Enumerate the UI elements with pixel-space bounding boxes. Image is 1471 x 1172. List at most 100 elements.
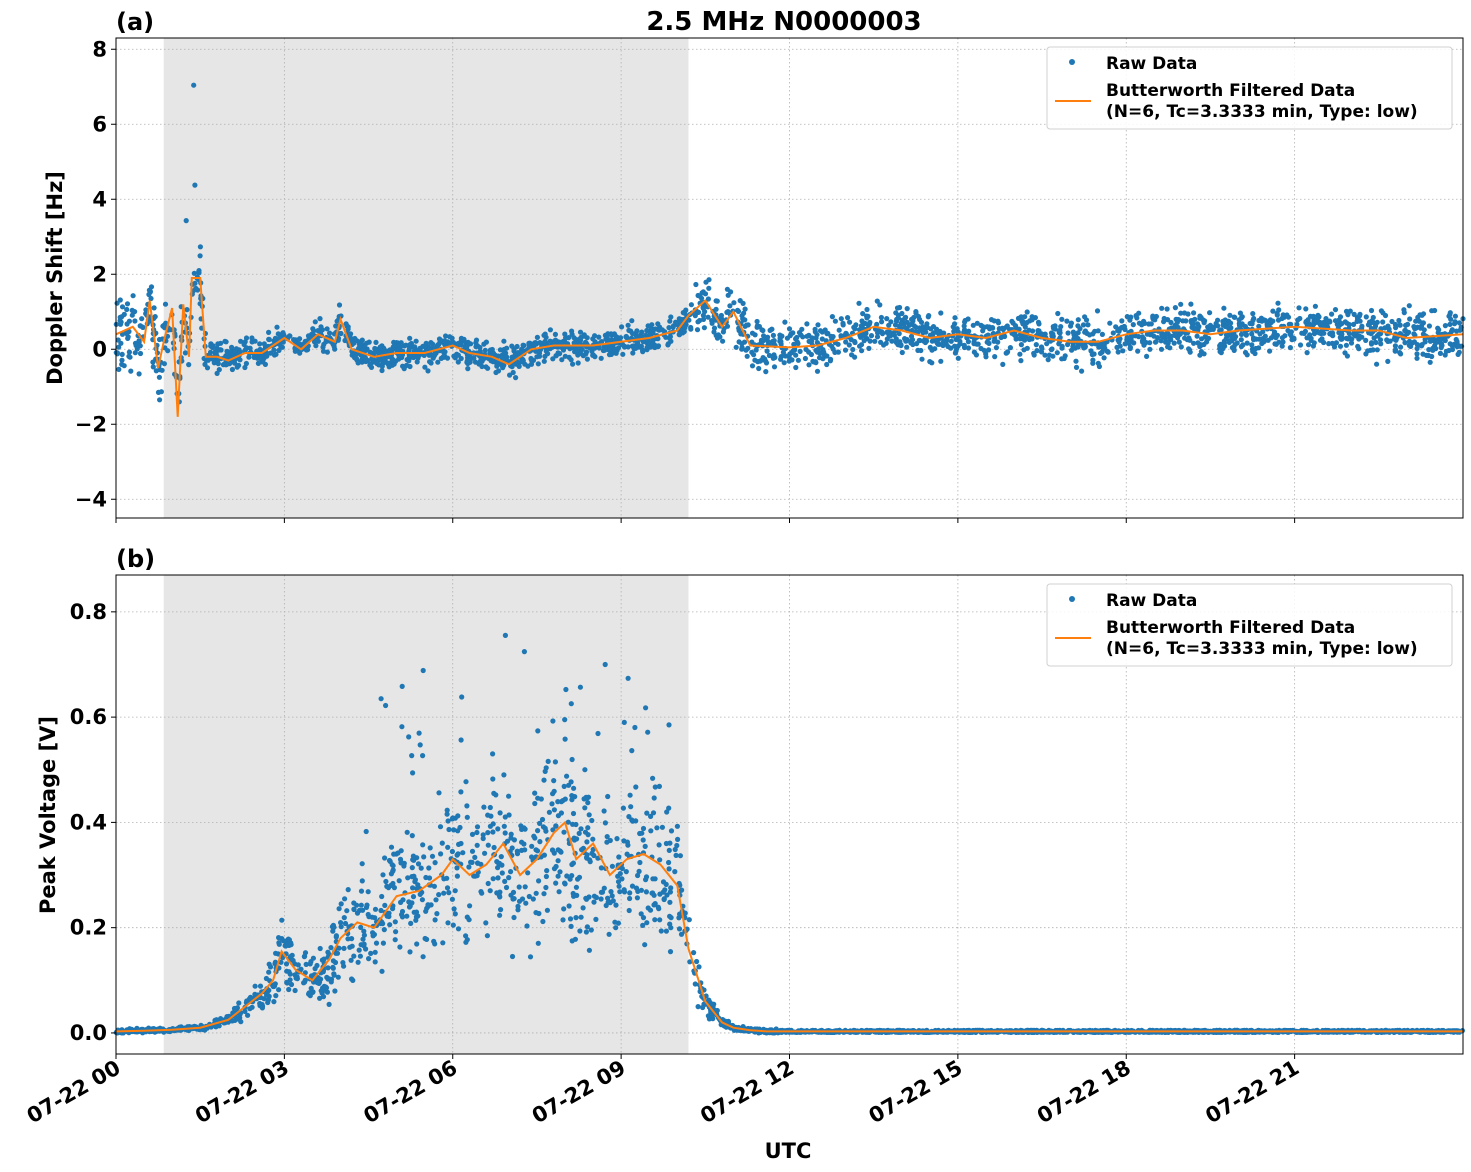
- raw-data-point: [602, 347, 608, 353]
- raw-data-point: [496, 861, 502, 867]
- raw-data-point: [1238, 331, 1245, 337]
- raw-data-point: [1273, 335, 1279, 341]
- raw-data-point: [778, 338, 784, 345]
- raw-data-point: [586, 812, 592, 818]
- raw-data-point: [1432, 307, 1438, 314]
- raw-data-point: [213, 350, 219, 357]
- raw-data-point: [320, 344, 326, 350]
- raw-data-point: [992, 354, 998, 360]
- raw-data-point: [1228, 325, 1234, 331]
- raw-data-point: [392, 937, 398, 943]
- raw-data-point: [504, 354, 510, 360]
- raw-data-point: [409, 753, 415, 759]
- raw-data-point: [1122, 341, 1128, 347]
- raw-data-point: [650, 890, 656, 896]
- raw-data-point: [778, 356, 784, 362]
- raw-data-point: [348, 957, 354, 963]
- raw-data-point: [1136, 320, 1142, 326]
- raw-data-point: [360, 936, 366, 942]
- raw-data-point: [275, 331, 281, 337]
- raw-data-point: [373, 339, 379, 345]
- raw-data-point: [693, 281, 699, 288]
- raw-data-point: [754, 318, 760, 325]
- raw-data-point: [485, 880, 491, 887]
- raw-data-point: [874, 298, 880, 304]
- raw-data-point: [146, 287, 152, 293]
- raw-data-point: [794, 334, 800, 341]
- raw-data-point: [297, 336, 303, 342]
- y-tick-label: 2: [92, 262, 107, 286]
- raw-data-point: [927, 359, 933, 365]
- raw-data-point: [1191, 340, 1197, 346]
- raw-data-point: [677, 853, 684, 859]
- raw-data-point: [779, 333, 785, 339]
- figure-title: 2.5 MHz N0000003: [646, 7, 921, 37]
- raw-data-point: [532, 800, 538, 807]
- raw-data-point: [545, 351, 551, 357]
- raw-data-point: [336, 302, 343, 308]
- raw-data-point: [606, 352, 613, 358]
- raw-data-point: [406, 734, 412, 740]
- raw-data-point: [119, 357, 125, 363]
- raw-data-point: [1356, 333, 1362, 339]
- panel-b-label: (b): [116, 545, 155, 573]
- raw-data-point: [709, 1012, 715, 1019]
- raw-data-point: [619, 876, 625, 882]
- raw-data-point: [686, 917, 692, 923]
- raw-data-point: [643, 889, 650, 895]
- raw-data-point: [1274, 312, 1280, 318]
- raw-data-point: [650, 775, 656, 781]
- raw-data-point: [1164, 306, 1170, 312]
- raw-data-point: [656, 327, 662, 333]
- raw-data-point: [790, 330, 796, 336]
- raw-data-point: [1029, 317, 1035, 323]
- raw-data-point: [479, 890, 485, 896]
- raw-data-point: [766, 352, 773, 359]
- raw-data-point: [1348, 340, 1355, 346]
- raw-data-point: [379, 919, 385, 925]
- raw-data-point: [1363, 314, 1369, 320]
- raw-data-point: [449, 816, 455, 822]
- raw-data-point: [1393, 325, 1399, 331]
- raw-data-point: [667, 913, 673, 919]
- raw-data-point: [817, 350, 823, 356]
- raw-data-point: [463, 779, 469, 785]
- raw-data-point: [1153, 339, 1159, 345]
- raw-data-point: [1380, 319, 1386, 325]
- raw-data-point: [191, 270, 197, 276]
- raw-data-point: [420, 667, 426, 674]
- raw-data-point: [544, 868, 550, 874]
- raw-data-point: [121, 311, 127, 317]
- raw-data-point: [236, 1000, 242, 1006]
- raw-data-point: [421, 854, 427, 860]
- raw-data-point: [551, 788, 557, 794]
- raw-data-point: [535, 795, 541, 801]
- raw-data-point: [255, 360, 261, 366]
- raw-data-point: [1249, 331, 1255, 337]
- raw-data-point: [528, 355, 534, 362]
- raw-data-point: [1114, 344, 1120, 350]
- raw-data-point: [1081, 344, 1087, 350]
- raw-data-point: [874, 321, 880, 327]
- raw-data-point: [423, 908, 429, 914]
- raw-data-point: [1186, 347, 1193, 353]
- raw-data-point: [229, 366, 235, 373]
- raw-data-point: [995, 318, 1001, 324]
- raw-data-point: [442, 338, 448, 344]
- raw-data-point: [588, 927, 594, 933]
- raw-data-point: [519, 839, 525, 845]
- raw-data-point: [661, 896, 667, 902]
- raw-data-point: [583, 929, 590, 935]
- raw-data-point: [502, 632, 508, 639]
- raw-data-point: [1447, 321, 1453, 327]
- raw-data-point: [287, 954, 293, 960]
- raw-data-point: [913, 309, 919, 315]
- raw-data-point: [695, 309, 701, 315]
- raw-data-point: [962, 319, 968, 325]
- raw-data-point: [832, 318, 839, 324]
- raw-data-point: [1134, 315, 1140, 321]
- raw-data-point: [628, 804, 634, 810]
- raw-data-point: [1351, 311, 1357, 317]
- raw-data-point: [790, 348, 796, 354]
